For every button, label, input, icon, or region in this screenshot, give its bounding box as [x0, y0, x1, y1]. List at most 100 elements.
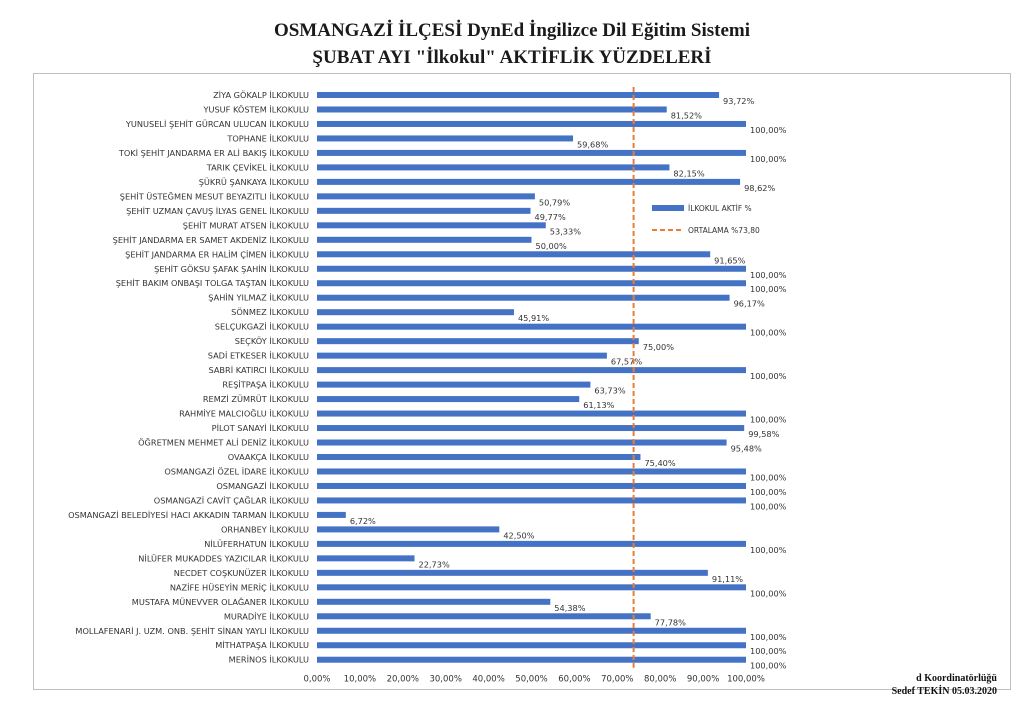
- value-label: 53,33%: [550, 226, 581, 236]
- x-tick-label: 20,00%: [387, 675, 419, 685]
- x-tick-label: 100,00%: [727, 675, 765, 685]
- value-label: 81,52%: [671, 110, 702, 120]
- bar-chart: ZİYA GÖKALP İLKOKULU 93,72% YUSUF KÖSTEM İ…: [68, 87, 787, 685]
- value-label: 100,00%: [750, 588, 787, 598]
- bar: [317, 309, 514, 316]
- category-label: SEÇKÖY İLKOKULU: [235, 336, 309, 346]
- bar: [317, 149, 746, 156]
- bar: [317, 164, 670, 171]
- bar: [317, 367, 746, 374]
- value-label: 82,15%: [673, 168, 704, 178]
- legend-average-label: ORTALAMA %73,80: [688, 226, 760, 235]
- bar: [317, 251, 711, 258]
- value-label: 95,48%: [731, 444, 762, 454]
- category-label: TOPHANE İLKOKULU: [226, 133, 309, 143]
- bar: [317, 482, 746, 489]
- category-label: REMZİ ZÜMRÜT İLKOKULU: [203, 394, 309, 404]
- value-label: 54,38%: [554, 603, 585, 613]
- category-label: TOKİ ŞEHİT JANDARMA ER ALİ BAKIŞ İLKOKUL…: [118, 148, 309, 158]
- x-tick-label: 0,00%: [303, 675, 330, 685]
- bar: [317, 410, 746, 417]
- category-label: OSMANGAZİ ÖZEL İDARE İLKOKULU: [164, 466, 309, 476]
- category-label: SADİ ETKESER İLKOKULU: [208, 351, 309, 361]
- bar: [317, 396, 580, 403]
- category-label: OSMANGAZİ BELEDİYESİ HACI AKKADIN TARMAN…: [68, 510, 309, 520]
- category-label: SELÇUKGAZİ İLKOKULU: [215, 322, 309, 332]
- bar: [317, 222, 546, 229]
- x-tick-label: 80,00%: [644, 675, 676, 685]
- value-label: 91,65%: [714, 255, 745, 265]
- x-tick-label: 70,00%: [601, 675, 633, 685]
- bar: [317, 323, 746, 330]
- bar: [317, 584, 746, 591]
- category-label: ŞEHİT JANDARMA ER HALİM ÇİMEN İLKOKULU: [125, 249, 309, 259]
- value-label: 75,00%: [643, 342, 674, 352]
- category-label: YUNUSELİ ŞEHİT GÜRCAN ULUCAN İLKOKULU: [125, 119, 309, 129]
- value-label: 100,00%: [750, 487, 787, 497]
- category-label: TARIK ÇEVİKEL İLKOKULU: [206, 162, 309, 172]
- category-label: ŞEHİT GÖKSU ŞAFAK ŞAHİN İLKOKULU: [154, 264, 309, 274]
- bar: [317, 135, 574, 142]
- chart-title-line1: OSMANGAZİ İLÇESİ DynEd İngilizce Dil Eği…: [273, 20, 751, 41]
- bar: [317, 439, 727, 446]
- x-tick-label: 30,00%: [429, 675, 461, 685]
- value-label: 99,58%: [748, 429, 779, 439]
- bar: [317, 280, 746, 287]
- category-label: NAZİFE HÜSEYİN MERİÇ İLKOKULU: [170, 582, 309, 592]
- category-label: OSMANGAZİ İLKOKULU: [216, 481, 309, 491]
- category-label: SÖNMEZ İLKOKULU: [231, 307, 309, 317]
- category-label: ŞEHİT UZMAN ÇAVUŞ İLYAS GENEL İLKOKULU: [126, 206, 309, 216]
- value-label: 6,72%: [350, 516, 376, 526]
- footer-coordinator: d Koordinatörlüğü: [916, 673, 997, 684]
- value-label: 100,00%: [750, 371, 787, 381]
- value-label: 42,50%: [503, 530, 534, 540]
- bar: [317, 193, 535, 200]
- value-label: 100,00%: [750, 632, 787, 642]
- category-label: OSMANGAZİ CAVİT ÇAĞLAR İLKOKULU: [154, 494, 309, 505]
- bar: [317, 352, 607, 359]
- legend-series-swatch: [652, 205, 684, 211]
- bar: [317, 468, 746, 475]
- value-label: 49,77%: [535, 212, 566, 222]
- category-label: MERİNOS İLKOKULU: [229, 655, 309, 665]
- value-label: 45,91%: [518, 313, 549, 323]
- bar: [317, 381, 591, 388]
- bar: [317, 106, 667, 113]
- bar: [317, 555, 415, 562]
- category-label: ŞEHİT MURAT ATSEN İLKOKULU: [183, 220, 309, 230]
- bar: [317, 454, 641, 460]
- category-label: ŞEHİT BAKIM ONBAŞI TOLGA TAŞTAN İLKOKULU: [116, 278, 309, 288]
- value-label: 100,00%: [750, 545, 787, 555]
- value-label: 67,57%: [611, 357, 642, 367]
- category-label: NİLÜFERHATUN İLKOKULU: [204, 539, 309, 549]
- category-label: OVAAKÇA İLKOKULU: [228, 452, 309, 462]
- value-label: 100,00%: [750, 472, 787, 482]
- value-label: 100,00%: [750, 501, 787, 511]
- bar: [317, 294, 730, 301]
- legend-series-label: İLKOKUL AKTİF %: [688, 204, 752, 213]
- value-label: 100,00%: [750, 328, 787, 338]
- footer-author-date: Sedef TEKİN 05.03.2020: [891, 686, 997, 697]
- value-label: 77,78%: [655, 617, 686, 627]
- category-label: ORHANBEY İLKOKULU: [221, 524, 309, 534]
- category-label: MUSTAFA MÜNEVVER OLAĞANER İLKOKULU: [132, 596, 309, 607]
- bar: [317, 425, 745, 432]
- bar: [317, 613, 651, 620]
- category-label: NECDET COŞKUNÜZER İLKOKULU: [174, 568, 309, 578]
- x-tick-label: 60,00%: [558, 675, 590, 685]
- value-label: 93,72%: [723, 96, 754, 106]
- category-label: PİLOT SANAYİ İLKOKULU: [212, 423, 309, 433]
- bar: [317, 526, 500, 533]
- category-label: YUSUF KÖSTEM İLKOKULU: [202, 104, 309, 114]
- bar: [317, 656, 746, 663]
- category-label: ZİYA GÖKALP İLKOKULU: [213, 90, 309, 100]
- value-label: 100,00%: [750, 415, 787, 425]
- bar: [317, 120, 746, 127]
- value-label: 50,00%: [536, 241, 567, 251]
- bar: [317, 207, 531, 214]
- value-label: 59,68%: [577, 139, 608, 149]
- category-label: MURADİYE İLKOKULU: [224, 611, 309, 621]
- category-label: ŞEHİT JANDARMA ER SAMET AKDENİZ İLKOKULU: [113, 235, 309, 245]
- x-tick-label: 10,00%: [344, 675, 376, 685]
- bar: [317, 497, 746, 504]
